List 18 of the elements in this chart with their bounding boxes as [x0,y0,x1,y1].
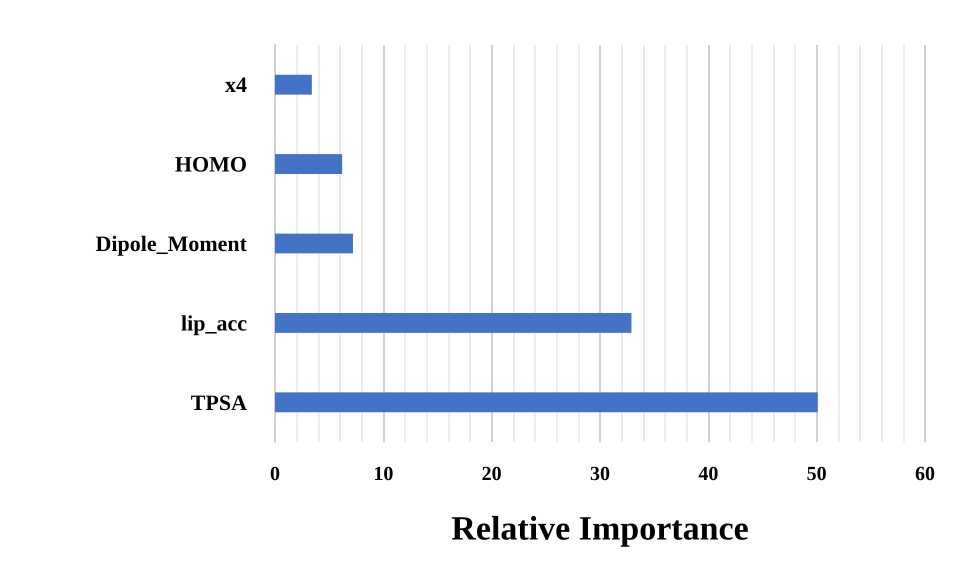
x-tick-label: 0 [270,463,280,485]
y-tick-label: Dipole_Moment [95,231,248,256]
x-tick-label: 10 [373,463,394,485]
bar [275,234,353,254]
y-tick-label: TPSA [190,390,248,415]
x-tick-label: 50 [806,463,827,485]
bar [275,392,818,412]
y-tick-label: x4 [225,72,247,98]
x-tick-label: 40 [698,463,718,485]
x-tick-label: 30 [590,463,610,485]
bar [275,312,632,333]
bar [275,154,342,174]
x-tick-label: 60 [915,463,935,485]
y-tick-label: lip_acc [181,310,248,336]
bar [275,74,312,95]
x-tick-label: 20 [482,463,502,485]
y-tick-label: HOMO [174,152,247,177]
x-axis-title: Relative Importance [451,510,749,548]
